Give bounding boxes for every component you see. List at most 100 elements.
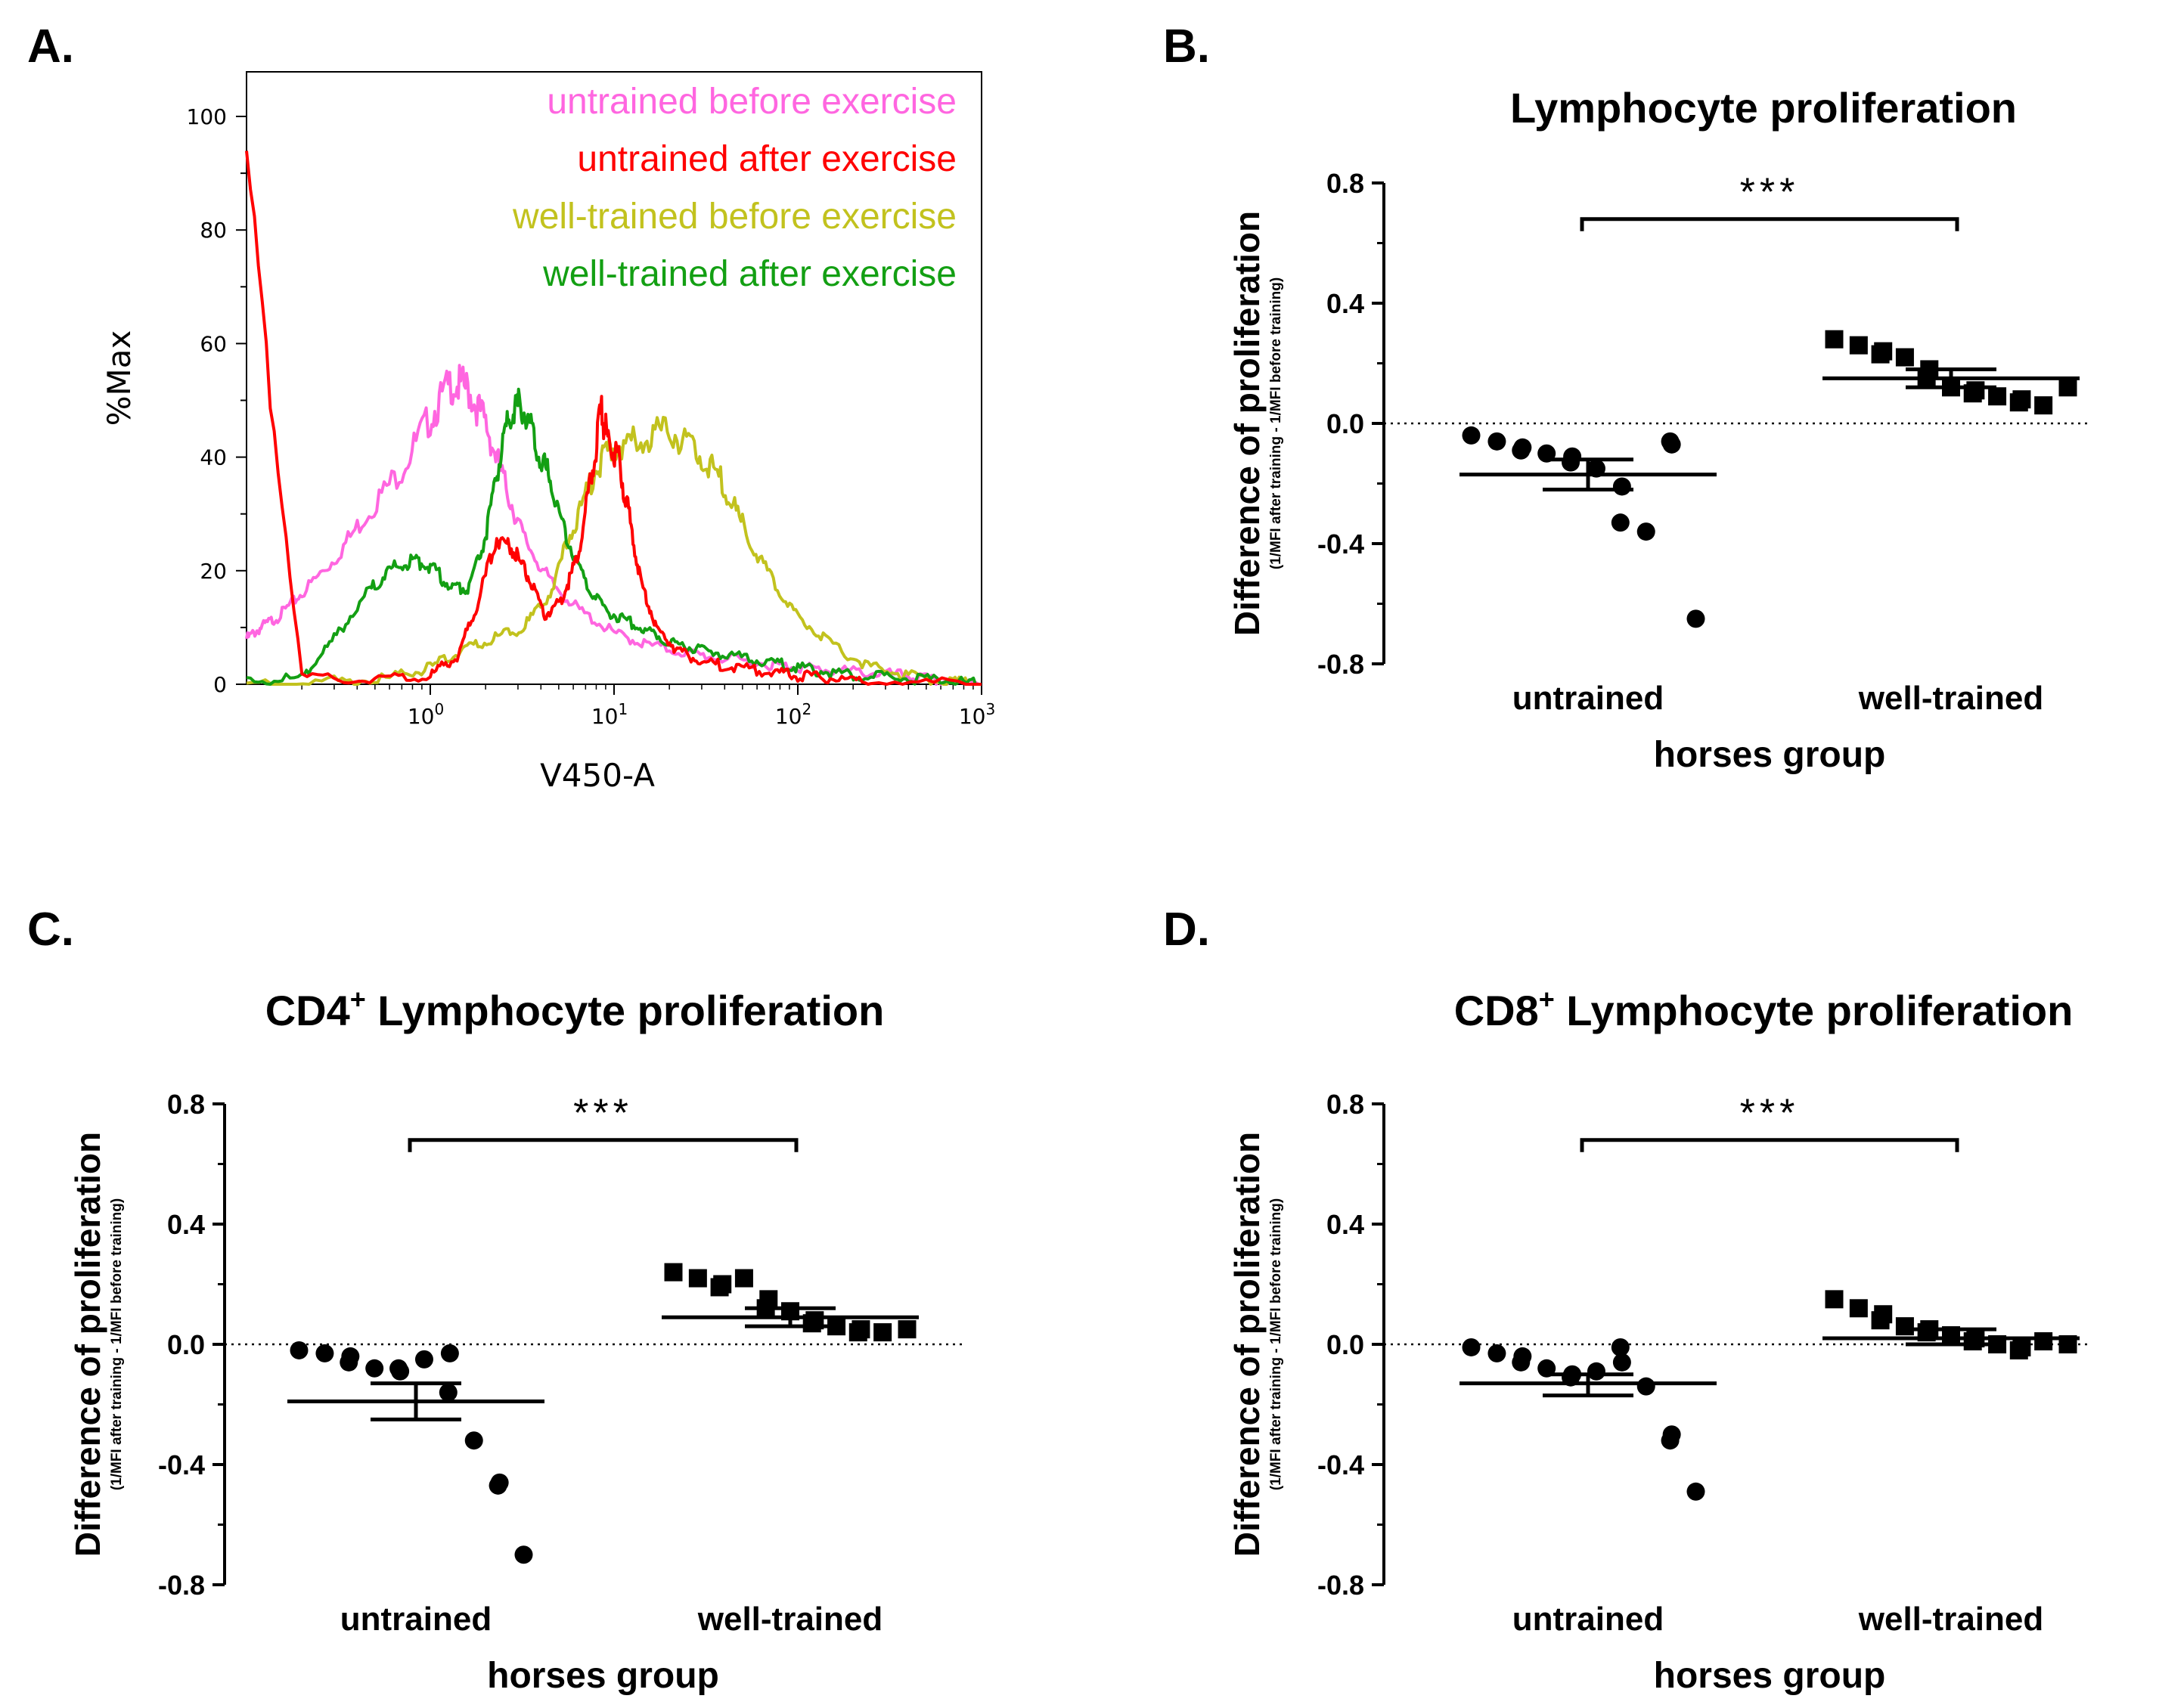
data-point-untrained [290,1341,309,1359]
category-label: untrained [340,1601,492,1638]
panel-d-scatter: 0.8 0.4 0.0 -0.4 -0.8 Difference of prolifera… [1227,1089,2087,1696]
panel-c-title: CD4+ Lymphocyte proliferation [265,984,885,1034]
hist-series [245,150,982,686]
y-axis-sublabel: (1/MFI after training - 1/MFI before tra… [1268,277,1284,569]
data-point-well-trained [664,1263,683,1282]
data-point-untrained [514,1545,533,1564]
category-label: well-trained [1858,1601,2044,1638]
panel-c-scatter: 0.8 0.4 0.0 -0.4 -0.8 Difference of prolifera… [68,1089,964,1696]
hist-y-tick-label: 60 [200,331,227,356]
data-point-well-trained [710,1278,729,1297]
data-point-untrained [1612,477,1631,496]
data-point-well-trained [1849,336,1868,355]
panel-letter-c: C. [27,904,74,956]
y-tick-label: -0.8 [1317,649,1364,680]
data-point-well-trained [2034,1332,2053,1351]
data-point-untrained [1462,1338,1481,1356]
data-point-untrained [1612,1353,1631,1372]
data-point-well-trained [898,1320,917,1339]
hist-x-label: V450-A [540,757,655,794]
data-point-untrained [1661,1431,1680,1450]
panel-d-title-prefix: CD8 [1454,987,1539,1034]
data-point-well-trained [1871,1311,1890,1330]
data-point-untrained [1686,1482,1705,1501]
data-point-well-trained [2034,396,2053,415]
data-point-well-trained [2009,1341,2028,1359]
panel-d-title-sup: + [1539,984,1555,1015]
y-axis-sublabel: (1/MFI after training - 1/MFI before tra… [109,1198,125,1490]
legend-entry: untrained before exercise [547,82,957,122]
category-label: well-trained [697,1601,883,1638]
x-axis-label: horses group [487,1656,719,1696]
panel-letter-d: D. [1163,904,1210,956]
hist-x-tick-base: 10 [775,704,802,729]
y-axis-sublabel: (1/MFI after training - 1/MFI before tra… [1268,1198,1284,1490]
data-point-well-trained [734,1269,753,1288]
data-point-untrained [1661,432,1680,451]
legend-entry: untrained after exercise [577,139,957,179]
panel-letter-b: B. [1163,20,1210,73]
data-point-well-trained [1963,1332,1982,1351]
panel-letter-a: A. [27,20,74,73]
data-point-untrained [439,1383,458,1402]
hist-line-untrained-before-exercise [245,364,982,686]
data-point-untrained [315,1344,334,1362]
data-point-well-trained [2009,393,2028,412]
data-point-well-trained [1895,1317,1914,1336]
data-point-untrained [1462,426,1481,445]
hist-y-tick-label: 100 [187,104,227,129]
hist-x-tick-exp: 2 [802,700,811,718]
hist-y-tick-label: 40 [200,445,227,470]
data-point-untrained [1636,522,1655,541]
hist-y-tick-label: 80 [200,218,227,243]
hist-legend: untrained before exercise untrained after… [512,82,957,294]
hist-x-tick-exp: 1 [618,700,628,718]
data-point-untrained [1587,1362,1605,1381]
significance-stars: *** [1740,1092,1800,1136]
significance-stars: *** [1740,171,1800,215]
y-tick-label: 0.8 [1326,168,1364,199]
data-point-well-trained [1849,1299,1868,1318]
data-point-well-trained [1871,345,1890,364]
category-label: well-trained [1858,680,2044,717]
hist-y-tick-label: 0 [213,672,227,697]
data-point-untrained [365,1359,384,1378]
y-axis-label: Difference of proliferation [68,1132,107,1557]
panel-b-title: Lymphocyte proliferation [1510,84,2017,132]
hist-y-label: %Max [101,330,138,426]
data-point-untrained [1611,1338,1630,1356]
y-tick-label: 0.0 [1326,408,1364,439]
significance-bracket [1580,217,1959,231]
legend-entry: well-trained after exercise [542,254,957,294]
y-tick-label: 0.0 [167,1329,205,1360]
legend-entry: well-trained before exercise [512,197,957,237]
category-label: untrained [1512,680,1664,717]
panel-c-title-prefix: CD4 [265,987,350,1034]
data-point-untrained [340,1353,358,1372]
data-point-untrained [440,1344,459,1362]
hist-y-axis: 100 80 60 40 20 0 [187,104,247,697]
data-point-untrained [1512,441,1531,460]
panel-d-title-suffix: Lymphocyte proliferation [1555,987,2074,1034]
x-axis-label: horses group [1654,735,1886,775]
hist-x-tick-label: 100 [408,700,444,729]
hist-x-tick-base: 10 [959,704,986,729]
x-axis-label: horses group [1654,1656,1886,1696]
data-point-untrained [1611,513,1630,532]
y-tick-label: 0.8 [167,1089,205,1120]
data-point-untrained [1487,1344,1506,1362]
y-axis-label: Difference of proliferation [1227,1132,1267,1557]
y-tick-label: -0.4 [1317,529,1364,560]
hist-x-tick-exp: 3 [985,700,995,718]
panel-d-title: CD8+ Lymphocyte proliferation [1454,984,2074,1034]
data-point-untrained [1636,1377,1655,1396]
data-point-untrained [489,1476,507,1495]
y-tick-label: 0.8 [1326,1089,1364,1120]
hist-line-well-trained-after-exercise [246,387,982,686]
y-tick-label: 0.4 [1326,1209,1364,1240]
hist-x-axis: 100 101 102 103 [301,684,995,729]
data-point-well-trained [2058,378,2077,397]
data-point-well-trained [848,1323,867,1342]
